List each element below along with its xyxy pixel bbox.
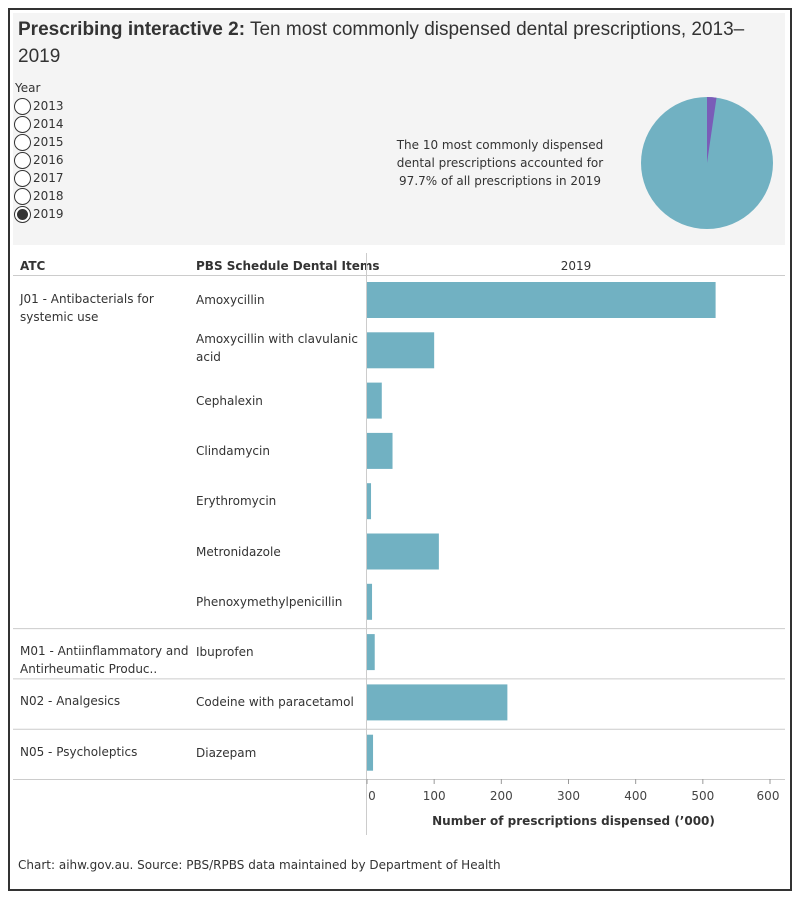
year-radio-label: 2016 xyxy=(33,153,64,167)
year-radio-2013[interactable]: 2013 xyxy=(14,97,64,115)
bar-phenoxymethylpenicillin xyxy=(367,583,373,620)
radio-circle-icon xyxy=(14,115,31,133)
bar-ibuprofen xyxy=(367,634,375,671)
bar-diazepam xyxy=(367,734,374,771)
x-tick-label: 500 xyxy=(691,789,714,803)
atc-group-label: J01 - Antibacterials for systemic use xyxy=(20,292,154,324)
item-label: Amoxycillin with clavulanic acid xyxy=(196,332,358,365)
year-radio-2014[interactable]: 2014 xyxy=(14,115,64,133)
prescriptions-table: ATC PBS Schedule Dental Items 2019 0 100 2… xyxy=(13,253,785,835)
item-label: Metronidazole xyxy=(196,544,281,559)
x-tick-label: 400 xyxy=(624,789,647,803)
x-tick-label: 600 xyxy=(757,789,780,803)
bar-metronidazole xyxy=(367,533,439,570)
item-label: Ibuprofen xyxy=(196,645,254,660)
pie-slice-other xyxy=(707,97,717,163)
year-radio-2016[interactable]: 2016 xyxy=(14,151,64,169)
year-radio-label: 2013 xyxy=(33,99,64,113)
bar-clindamycin xyxy=(367,432,393,469)
year-radio-2019[interactable]: 2019 xyxy=(14,205,64,223)
year-radio-2018[interactable]: 2018 xyxy=(14,187,64,205)
year-radio-2017[interactable]: 2017 xyxy=(14,169,64,187)
year-filter-label: Year xyxy=(15,81,41,95)
bar-chart: 0 100 200 300 400 500 600 Number of prescriptio… xyxy=(13,253,785,835)
item-label: Amoxycillin xyxy=(196,293,265,307)
bar-amoxycillin-with-clavulanic-acid xyxy=(367,332,435,369)
year-radio-2015[interactable]: 2015 xyxy=(14,133,64,151)
item-label: Phenoxymethylpenicillin xyxy=(196,594,343,609)
x-tick-label: 0 xyxy=(368,789,376,803)
bar-erythromycin xyxy=(367,483,372,520)
atc-group-label: N05 - Psycholeptics xyxy=(20,744,138,759)
radio-circle-icon xyxy=(14,205,31,223)
page-title: Prescribing interactive 2: Ten most comm… xyxy=(18,16,778,70)
x-tick-label: 300 xyxy=(557,789,580,803)
radio-circle-icon xyxy=(14,151,31,169)
radio-circle-icon xyxy=(14,97,31,115)
item-label: Cephalexin xyxy=(196,393,263,408)
item-label: Erythromycin xyxy=(196,494,277,509)
year-radio-label: 2017 xyxy=(33,171,64,185)
radio-circle-icon xyxy=(14,133,31,151)
item-label: Clindamycin xyxy=(196,443,270,458)
footer-source: Chart: aihw.gov.au. Source: PBS/RPBS dat… xyxy=(18,858,501,872)
header-items: PBS Schedule Dental Items xyxy=(196,259,380,273)
year-radio-label: 2019 xyxy=(33,207,64,221)
year-radio-label: 2015 xyxy=(33,135,64,149)
share-pie-chart xyxy=(641,97,773,229)
bar-codeine-with-paracetamol xyxy=(367,684,508,721)
item-label: Codeine with paracetamol xyxy=(196,695,354,710)
item-label: Diazepam xyxy=(196,745,257,760)
header-atc: ATC xyxy=(20,259,46,273)
year-radio-label: 2018 xyxy=(33,189,64,203)
atc-group-label: M01 - Antiinflammatory and Antirheumatic… xyxy=(20,644,189,677)
x-tick-label: 100 xyxy=(423,789,446,803)
title-rest: Ten most commonly dispensed dental presc… xyxy=(18,19,745,67)
radio-circle-icon xyxy=(14,169,31,187)
summary-note: The 10 most commonly dispensed dental pr… xyxy=(396,138,604,188)
year-radio-label: 2014 xyxy=(33,117,64,131)
x-tick-label: 200 xyxy=(490,789,513,803)
bar-cephalexin xyxy=(367,382,382,419)
radio-circle-icon xyxy=(14,187,31,205)
bar-amoxycillin xyxy=(367,282,716,318)
x-axis-title: Number of prescriptions dispensed (’000) xyxy=(432,814,715,828)
title-bold: Prescribing interactive 2: xyxy=(18,19,246,40)
atc-group-label: N02 - Analgesics xyxy=(20,694,121,709)
header-year: 2019 xyxy=(560,259,592,273)
